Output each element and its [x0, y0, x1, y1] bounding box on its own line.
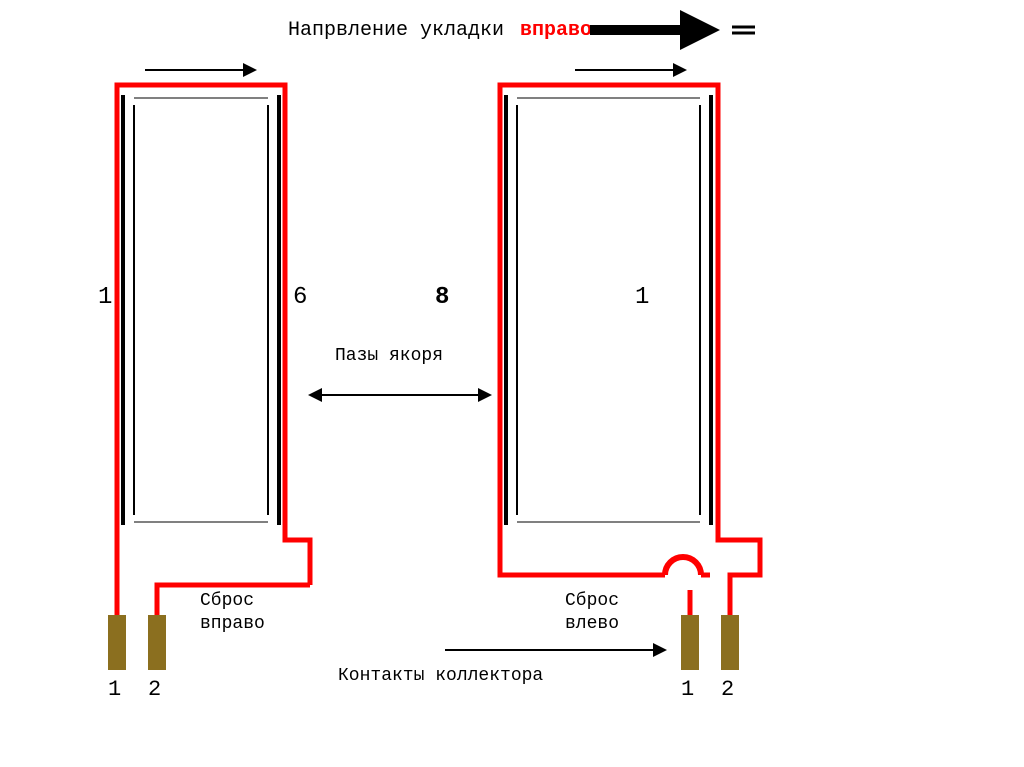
slots-label: Пазы якоря	[335, 346, 443, 366]
reset-right-line2: вправо	[200, 614, 265, 634]
title-part2: вправо	[520, 19, 592, 42]
right-slot-label-8: 8	[435, 284, 449, 311]
right-wire-main	[500, 85, 760, 615]
diagram-root: Напрвление укладки вправо 1 6 1 2 Сброс …	[0, 0, 1024, 767]
collector-label: Контакты коллектора	[338, 666, 543, 686]
right-contact-1-label: 1	[681, 677, 694, 702]
title-part1: Напрвление укладки	[288, 19, 504, 42]
left-slot-label-1: 1	[98, 284, 112, 311]
left-slot-label-6: 6	[293, 284, 307, 311]
left-contact-1-label: 1	[108, 677, 121, 702]
left-contact-2-label: 2	[148, 677, 161, 702]
left-block: 1 6 1 2 Сброс вправо	[98, 70, 310, 702]
right-slot-label-1: 1	[635, 284, 649, 311]
right-contact-1	[681, 615, 699, 670]
left-wire	[117, 85, 310, 615]
reset-left-line2: влево	[565, 614, 619, 634]
right-block: 8 1 1 2 Сброс влево	[435, 70, 760, 702]
left-contact-2	[148, 615, 166, 670]
reset-left-line1: Сброс	[565, 590, 619, 611]
right-wire-bridge	[665, 557, 701, 575]
right-contact-2	[721, 615, 739, 670]
right-contact-2-label: 2	[721, 677, 734, 702]
left-contact-1	[108, 615, 126, 670]
reset-right-line1: Сброс	[200, 590, 254, 611]
